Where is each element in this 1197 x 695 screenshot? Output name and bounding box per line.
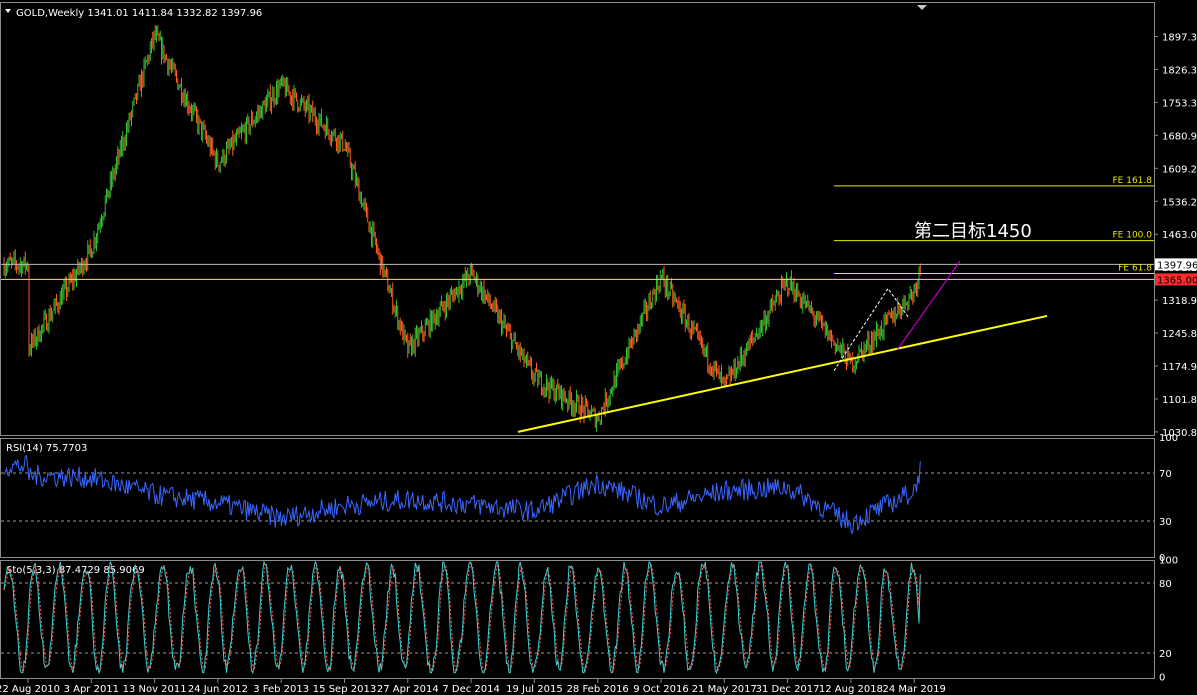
sto-main-line — [3, 560, 921, 675]
sto-y-tick-label: 80 — [1159, 579, 1172, 590]
fibonacci-label: FE 161.8 — [1113, 176, 1153, 186]
sto-layer — [1, 560, 1154, 675]
price-layer: FE 161.8 FE 100.0 FE 61.8 — [1, 25, 1154, 433]
x-tick-label: 22 Aug 2010 — [0, 684, 60, 695]
price-label: 1397.96 — [1157, 260, 1197, 271]
price-y-tick-label: 1897.35 — [1162, 33, 1197, 44]
x-tick-label: 9 Oct 2016 — [633, 684, 688, 695]
fibonacci-construction-line — [833, 287, 910, 371]
price-y-tick-label: 1245.85 — [1162, 329, 1197, 340]
price-y-tick-label: 1680.95 — [1162, 131, 1197, 142]
x-tick-label: 24 Jun 2012 — [188, 684, 248, 695]
x-tick-label: 19 Jul 2015 — [506, 684, 563, 695]
x-tick-label: 28 Feb 2016 — [567, 684, 629, 695]
x-tick-label: 3 Apr 2011 — [64, 684, 119, 695]
sto-y-tick-label: 0 — [1159, 672, 1165, 683]
price-y-tick-label: 1101.85 — [1162, 395, 1197, 406]
rsi-line — [3, 455, 921, 535]
price-y-tick-label: 1753.35 — [1162, 98, 1197, 109]
rsi-y-tick-label: 30 — [1159, 517, 1172, 528]
x-tick-label: 12 Aug 2018 — [819, 684, 883, 695]
scroll-marker-icon[interactable] — [917, 5, 927, 10]
x-tick-label: 3 Feb 2013 — [253, 684, 309, 695]
price-label: 1365.00 — [1157, 275, 1197, 286]
x-tick-label: 7 Dec 2014 — [442, 684, 500, 695]
sto-y-tick-label: 20 — [1159, 649, 1172, 660]
price-label-box — [1155, 273, 1197, 286]
fibonacci-label: FE 100.0 — [1113, 231, 1153, 241]
sto-y-tick-label: 100 — [1159, 556, 1178, 567]
x-tick-label: 21 May 2017 — [692, 684, 757, 695]
price-y-tick-label: 1463.00 — [1162, 230, 1197, 241]
rsi-y-tick-label: 100 — [1159, 433, 1178, 444]
x-tick-label: 24 Mar 2019 — [882, 684, 945, 695]
rsi-layer — [1, 455, 1154, 535]
price-y-tick-label: 1030.85 — [1162, 428, 1197, 439]
sto-title: Sto(5,3,3) 87.4729 85.9069 — [6, 565, 145, 576]
rsi-y-tick-label: 0 — [1159, 553, 1165, 564]
x-tick-label: 31 Dec 2017 — [756, 684, 820, 695]
target-annotation: 第二目标1450 — [914, 221, 1032, 242]
price-y-tick-label: 1536.25 — [1162, 197, 1197, 208]
price-y-tick-label: 1318.95 — [1162, 296, 1197, 307]
rsi-y-tick-label: 70 — [1159, 469, 1172, 480]
axis-layer: 1897.35 1826.35 1753.35 1680.95 1609.20 1536.… — [0, 33, 1197, 695]
collapse-triangle-icon[interactable] — [5, 9, 11, 13]
price-label-box — [1155, 258, 1197, 271]
support-trendline — [517, 314, 1048, 433]
price-y-tick-label: 1609.20 — [1162, 164, 1197, 175]
x-tick-label: 15 Sep 2013 — [313, 684, 376, 695]
price-title: GOLD,Weekly 1341.01 1411.84 1332.82 1397… — [16, 8, 262, 19]
fibonacci-label: FE 61.8 — [1118, 263, 1152, 273]
magenta-trendline — [896, 260, 961, 351]
price-panel — [0, 2, 1155, 436]
x-tick-label: 13 Nov 2011 — [123, 684, 187, 695]
price-y-tick-label: 1826.35 — [1162, 65, 1197, 76]
x-tick-label: 27 Apr 2014 — [377, 684, 439, 695]
rsi-title: RSI(14) 75.7703 — [6, 443, 87, 454]
price-y-tick-label: 1174.90 — [1162, 362, 1197, 373]
